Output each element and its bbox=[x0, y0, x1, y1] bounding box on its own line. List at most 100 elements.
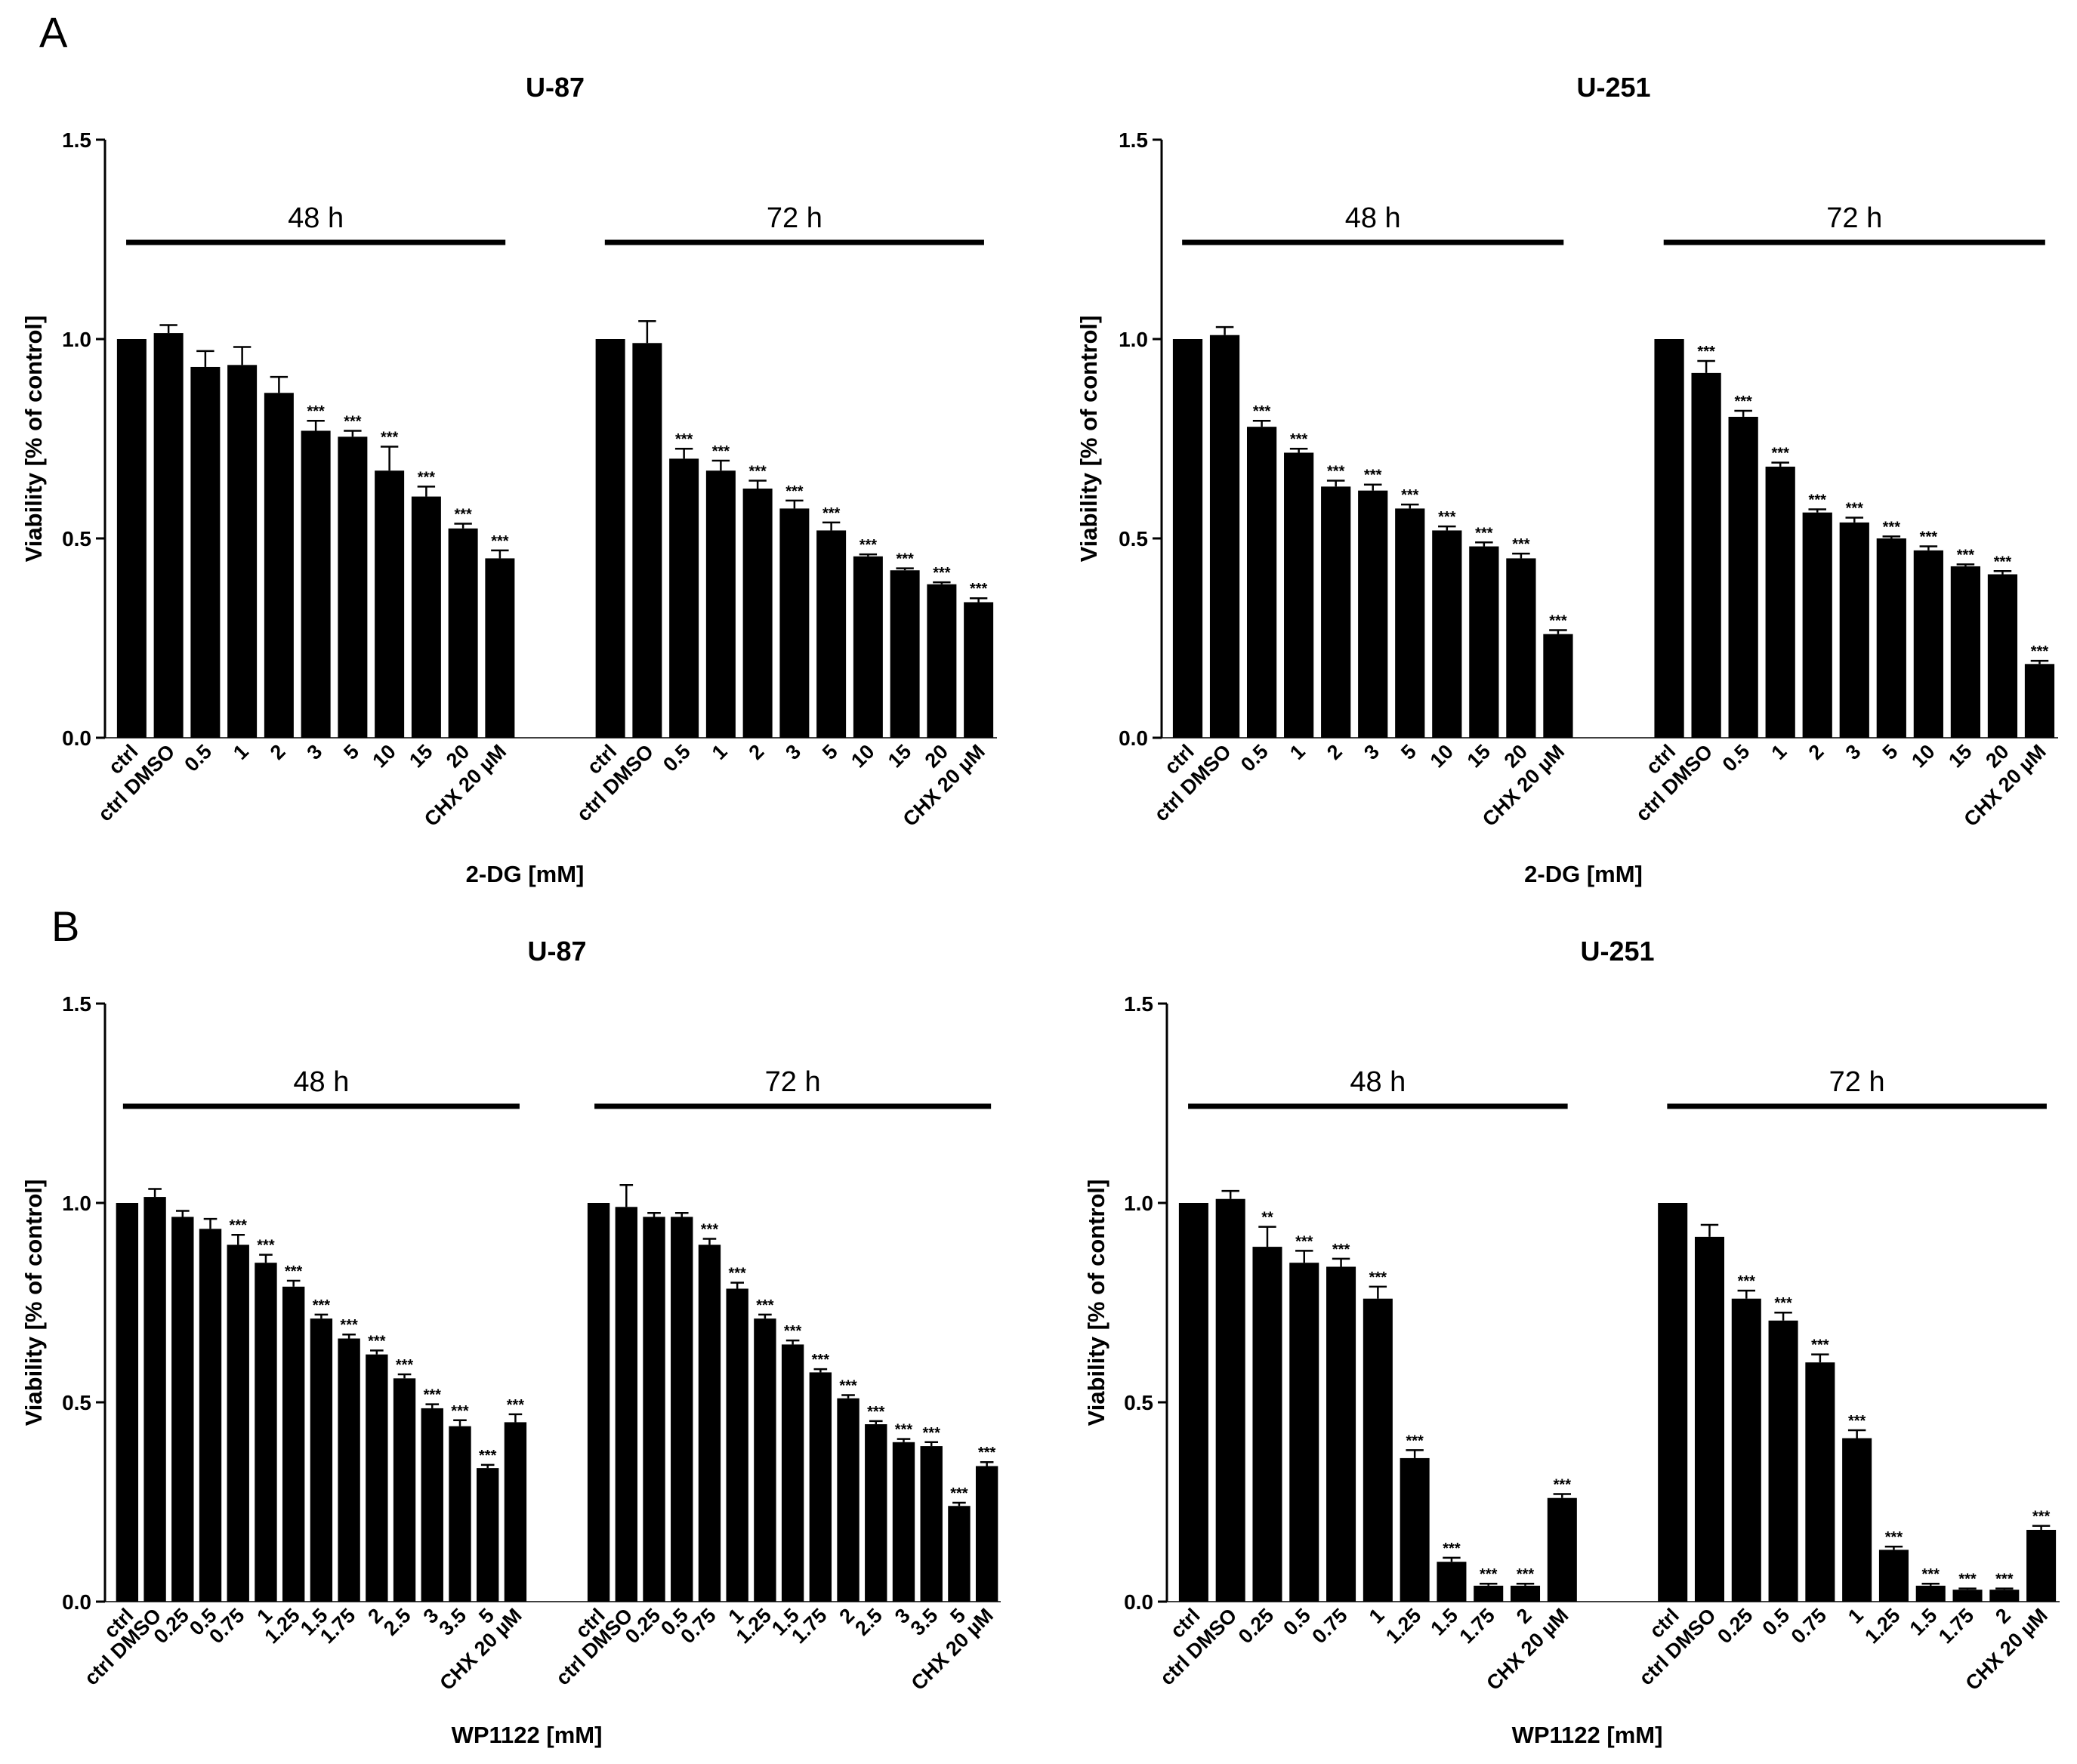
bar bbox=[1728, 416, 1758, 738]
significance-mark: *** bbox=[933, 565, 951, 581]
significance-mark: ** bbox=[1261, 1210, 1273, 1226]
bar bbox=[1252, 1247, 1282, 1602]
bar bbox=[816, 530, 847, 738]
y-tick-label: 1.5 bbox=[1119, 128, 1148, 152]
significance-mark: *** bbox=[1809, 492, 1827, 508]
bar bbox=[726, 1288, 748, 1602]
bar bbox=[779, 508, 810, 738]
x-axis-label: WP1122 [mM] bbox=[452, 1722, 603, 1748]
significance-mark: *** bbox=[1253, 403, 1271, 420]
x-category-label: 3 bbox=[303, 740, 327, 764]
group-label: 48 h bbox=[293, 1066, 349, 1098]
y-axis-label: Viability [% of control] bbox=[20, 1180, 47, 1426]
x-category-label: 1 bbox=[1767, 740, 1792, 764]
x-category-label: 15 bbox=[1944, 740, 1976, 772]
bar bbox=[1878, 1550, 1909, 1602]
bar bbox=[199, 1229, 222, 1602]
significance-mark: *** bbox=[340, 1317, 358, 1334]
significance-mark: *** bbox=[1922, 1566, 1940, 1583]
x-category-label: 1 bbox=[1285, 740, 1310, 764]
bar bbox=[116, 1203, 139, 1602]
chart-a-u251: U-251 0.0 0.5 1.0 1.5 Viability [% of control… bbox=[1076, 72, 2058, 887]
significance-mark: *** bbox=[1554, 1476, 1572, 1493]
x-category-label: 10 bbox=[1907, 740, 1939, 772]
bar bbox=[375, 470, 405, 738]
bar bbox=[1474, 1585, 1504, 1602]
significance-mark: *** bbox=[1738, 1273, 1756, 1290]
significance-mark: *** bbox=[285, 1263, 303, 1280]
significance-mark: *** bbox=[1811, 1337, 1829, 1354]
bar bbox=[1805, 1362, 1835, 1602]
significance-mark: *** bbox=[1369, 1269, 1387, 1286]
significance-mark: *** bbox=[712, 443, 730, 460]
bar bbox=[1839, 522, 1869, 738]
significance-mark: *** bbox=[784, 1323, 802, 1340]
x-category-label: 2 bbox=[1804, 740, 1829, 764]
x-category-label: 15 bbox=[405, 740, 437, 772]
bar bbox=[1172, 339, 1203, 738]
x-category-label: 1 bbox=[1365, 1604, 1389, 1628]
significance-mark: *** bbox=[1734, 393, 1752, 410]
bar bbox=[448, 528, 478, 738]
significance-mark: *** bbox=[1290, 431, 1308, 448]
significance-mark: *** bbox=[1480, 1566, 1498, 1583]
bar bbox=[1469, 546, 1499, 738]
group-label: 48 h bbox=[1345, 202, 1401, 234]
significance-mark: *** bbox=[1406, 1432, 1424, 1449]
significance-mark: *** bbox=[785, 483, 804, 500]
bar bbox=[1842, 1438, 1872, 1602]
bar bbox=[809, 1372, 832, 1602]
significance-mark: *** bbox=[839, 1377, 857, 1394]
y-axis-label: Viability [% of control] bbox=[1083, 1180, 1109, 1426]
bar bbox=[865, 1424, 887, 1602]
bar bbox=[705, 470, 736, 738]
bar bbox=[255, 1263, 277, 1602]
bar bbox=[449, 1426, 471, 1602]
bar bbox=[171, 1217, 194, 1602]
significance-mark: *** bbox=[1401, 487, 1419, 504]
significance-mark: *** bbox=[1846, 501, 1864, 517]
y-tick-label: 1.0 bbox=[1119, 328, 1148, 351]
bar bbox=[264, 393, 294, 738]
significance-mark: *** bbox=[1332, 1241, 1350, 1258]
panel-label-b: B bbox=[51, 902, 79, 950]
chart-title: U-87 bbox=[526, 72, 585, 103]
significance-mark: *** bbox=[896, 551, 914, 568]
significance-mark: *** bbox=[507, 1397, 525, 1414]
x-category-label: 2.5 bbox=[379, 1604, 415, 1640]
y-tick-label: 0.0 bbox=[62, 1590, 91, 1614]
significance-mark: *** bbox=[950, 1485, 968, 1502]
x-category-label: 5 bbox=[1396, 740, 1421, 764]
significance-mark: *** bbox=[1549, 612, 1567, 629]
bar bbox=[1395, 508, 1425, 738]
y-tick-label: 0.5 bbox=[62, 1391, 91, 1414]
bar bbox=[927, 584, 957, 738]
chart-title: U-87 bbox=[527, 936, 586, 967]
group-label: 72 h bbox=[1826, 202, 1882, 234]
bar bbox=[781, 1344, 804, 1602]
significance-mark: *** bbox=[1512, 536, 1530, 553]
bar bbox=[1246, 427, 1277, 738]
significance-mark: *** bbox=[895, 1422, 913, 1439]
significance-mark: *** bbox=[230, 1217, 248, 1234]
bar bbox=[1654, 339, 1684, 738]
bar bbox=[153, 333, 184, 739]
x-category-label: 2 bbox=[266, 740, 290, 764]
bar bbox=[595, 339, 625, 738]
bar bbox=[1691, 372, 1721, 738]
bar bbox=[477, 1468, 499, 1602]
bar bbox=[1547, 1497, 1577, 1602]
y-tick-label: 0.0 bbox=[62, 726, 91, 750]
x-category-label: 3 bbox=[781, 740, 805, 764]
bar bbox=[1289, 1263, 1319, 1602]
significance-mark: *** bbox=[381, 430, 399, 446]
x-axis-label: 2-DG [mM] bbox=[466, 861, 585, 887]
x-category-label: 2 bbox=[1322, 740, 1347, 764]
bar bbox=[890, 570, 920, 738]
significance-mark: *** bbox=[1885, 1529, 1903, 1546]
y-tick-label: 1.5 bbox=[1124, 992, 1153, 1016]
bar bbox=[301, 430, 331, 738]
significance-mark: *** bbox=[756, 1297, 774, 1314]
panel-label-a: A bbox=[39, 8, 68, 56]
